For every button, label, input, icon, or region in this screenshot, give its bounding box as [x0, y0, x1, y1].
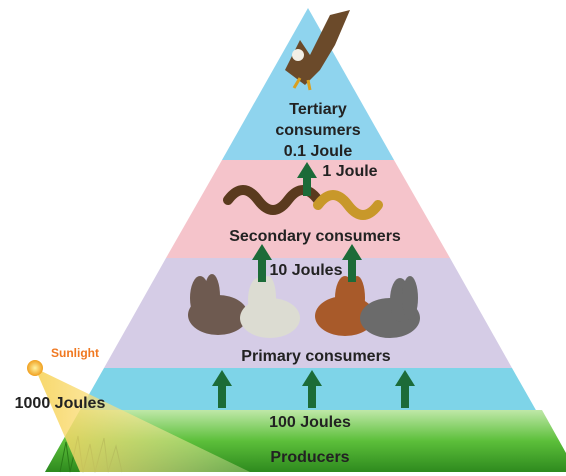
level-label: consumers: [275, 122, 360, 139]
energy-label: 0.1 Joule: [284, 143, 353, 160]
energy-label: 1000 Joules: [15, 395, 106, 412]
energy-pyramid: Tertiary consumers 0.1 Joule 1 Joule Sec…: [0, 0, 566, 476]
sunlight-label: Sunlight: [51, 346, 99, 360]
energy-label: 10 Joules: [270, 262, 343, 279]
sun: [27, 360, 43, 376]
level-label: Producers: [270, 449, 349, 466]
level-label: Primary consumers: [241, 348, 391, 365]
energy-label: 100 Joules: [269, 414, 351, 431]
level-label: Secondary consumers: [229, 228, 401, 245]
energy-label: 1 Joule: [322, 163, 377, 180]
page: Tertiary consumers 0.1 Joule 1 Joule Sec…: [0, 0, 566, 476]
level-label: Tertiary: [289, 101, 347, 118]
